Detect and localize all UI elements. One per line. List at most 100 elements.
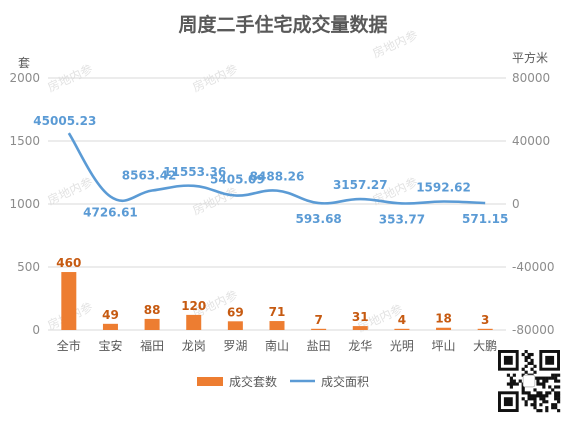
qr-module (554, 385, 558, 389)
qr-module (533, 394, 537, 398)
qr-module (557, 400, 561, 404)
qr-module (542, 385, 546, 389)
bar (394, 328, 410, 330)
line-data-label: 45005.23 (33, 114, 96, 128)
bar-data-label: 4 (398, 313, 406, 327)
qr-module (557, 379, 561, 383)
qr-module (524, 355, 528, 360)
qr-module (536, 379, 540, 383)
qr-module (548, 376, 552, 380)
qr-module (524, 364, 528, 368)
chart-title: 周度二手住宅成交量数据 (178, 13, 387, 36)
line-data-label: 4726.61 (83, 206, 138, 220)
qr-module (521, 397, 525, 401)
right-tick-label: 80000 (512, 71, 550, 85)
qr-module (545, 406, 549, 410)
qr-module (548, 385, 552, 389)
category-label: 龙华 (348, 339, 372, 353)
qr-module (533, 397, 537, 401)
qr-module (521, 352, 525, 357)
bar (311, 328, 327, 330)
right-tick-label: 40000 (512, 134, 550, 148)
qr-module (551, 376, 555, 380)
qr-module (539, 394, 543, 398)
qr-module (545, 379, 549, 383)
qr-module (554, 403, 558, 407)
qr-module (557, 409, 561, 413)
qr-module (557, 373, 561, 377)
left-axis-unit: 套 (18, 56, 30, 70)
left-tick-label: 1500 (9, 134, 40, 148)
bar (186, 314, 202, 330)
bar-data-label: 88 (144, 303, 161, 317)
qr-module (509, 376, 513, 380)
right-tick-label: 0 (512, 197, 520, 211)
qr-module (533, 403, 537, 407)
legend-label-line: 成交面积 (321, 374, 369, 389)
area-series-line (67, 132, 486, 205)
qr-module (536, 394, 540, 398)
qr-module (551, 373, 555, 377)
bar (352, 326, 368, 330)
qr-module (530, 397, 534, 401)
bar-data-label: 120 (181, 299, 206, 313)
qr-module (539, 397, 543, 401)
line-data-label: 593.68 (295, 212, 341, 226)
line-data-label: 571.15 (462, 212, 508, 226)
qr-module (533, 370, 537, 374)
qr-module (545, 400, 549, 404)
qr-module (521, 367, 525, 371)
qr-module (527, 394, 531, 398)
qr-module (527, 352, 531, 357)
qr-module (530, 352, 534, 357)
qr-module (542, 400, 546, 404)
qr-module (551, 406, 555, 410)
qr-module (545, 394, 549, 398)
qr-module (542, 379, 546, 383)
legend-swatch-bars (197, 377, 223, 386)
qr-module (542, 397, 546, 401)
bar (269, 321, 285, 330)
qr-module (521, 385, 525, 389)
bar-data-label: 18 (435, 312, 452, 326)
line-data-label: 1592.62 (416, 180, 471, 194)
line-data-label: 3157.27 (333, 178, 388, 192)
qr-module (539, 391, 543, 395)
left-tick-label: 0 (32, 323, 40, 337)
qr-module (524, 391, 528, 395)
qr-module (539, 376, 543, 380)
right-tick-label: -40000 (512, 260, 555, 274)
qr-module (554, 376, 558, 380)
bar-data-label: 71 (269, 305, 286, 319)
bar (144, 318, 160, 330)
line-data-label: 11553.36 (163, 165, 226, 179)
qr-module (515, 382, 519, 386)
left-tick-label: 500 (17, 260, 40, 274)
qr-module (557, 391, 561, 395)
category-label: 罗湖 (223, 338, 247, 353)
bar-data-label: 31 (352, 310, 369, 324)
category-label: 宝安 (98, 338, 122, 353)
qr-module (557, 385, 561, 389)
qr-module (533, 406, 537, 410)
qr-module (557, 397, 561, 401)
category-label: 南山 (265, 338, 289, 353)
line-data-label: 353.77 (379, 212, 425, 226)
bar (227, 321, 243, 330)
line-data-label: 5405.09 (210, 172, 265, 186)
qr-module (554, 373, 558, 377)
qr-module (530, 394, 534, 398)
qr-module (527, 391, 531, 395)
qr-module (554, 406, 558, 410)
qr-module (527, 361, 531, 365)
qr-finder (503, 397, 513, 407)
qr-module (539, 409, 543, 413)
qr-module (542, 382, 546, 386)
left-tick-label: 1000 (9, 197, 40, 211)
category-label: 坪山 (432, 339, 456, 353)
qr-finder (503, 355, 513, 365)
bar (61, 272, 77, 330)
qr-module (509, 382, 513, 386)
qr-module (533, 400, 537, 404)
